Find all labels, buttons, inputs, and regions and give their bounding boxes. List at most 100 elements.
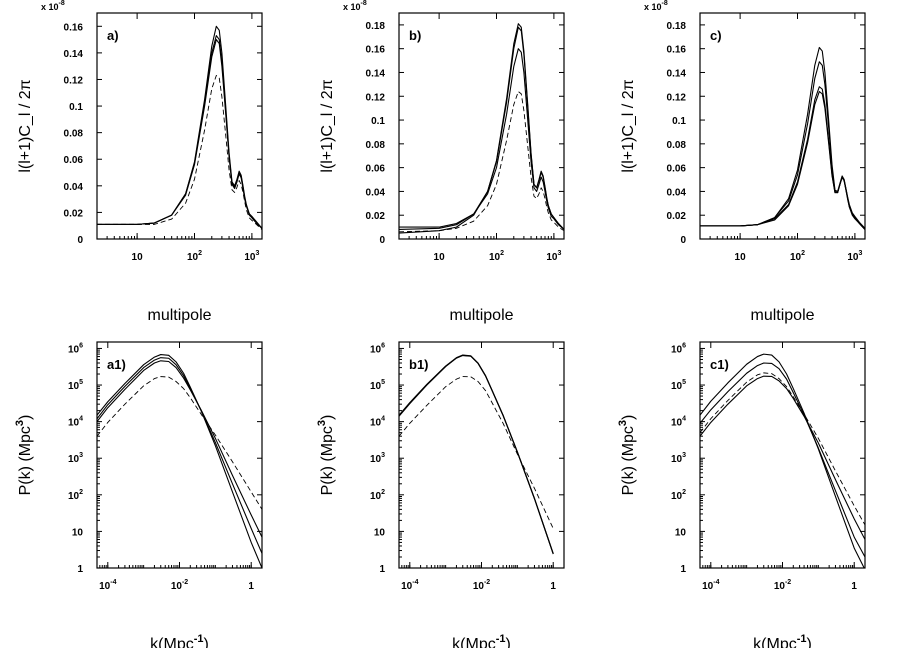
- series-line-4: [399, 91, 564, 233]
- plot-frame: [96, 341, 263, 569]
- tick-base: 1: [248, 581, 254, 592]
- multiplier-base: x 10: [644, 2, 662, 12]
- y-tick-label: 0.08: [366, 140, 386, 151]
- tick-base: 10: [489, 252, 501, 263]
- plot-frame: [96, 12, 263, 240]
- y-multiplier: x 10-8: [644, 0, 668, 12]
- panel-label: a): [107, 28, 119, 43]
- y-label-close: ): [620, 415, 637, 420]
- tick-base: 10: [370, 381, 382, 392]
- x-axis-label: multipole: [147, 307, 211, 324]
- series-line-3: [399, 48, 564, 230]
- y-tick-label: 104: [671, 416, 686, 429]
- y-tick-label: 10: [72, 527, 84, 538]
- tick-base: 10: [68, 491, 80, 502]
- tick-base: 1: [77, 564, 83, 575]
- y-tick-label: 0.04: [667, 187, 687, 198]
- y-tick-label: 106: [370, 342, 385, 355]
- y-label-text: l(l+1)C_l / 2π: [17, 79, 34, 172]
- x-label-text: k(Mpc: [452, 636, 496, 648]
- panel-label: c1): [710, 357, 729, 372]
- y-tick-label: 0.18: [667, 21, 687, 32]
- x-tick-label: 103: [546, 250, 561, 263]
- x-tick-label: 10-4: [99, 579, 116, 592]
- tick-base: 10: [702, 581, 714, 592]
- series-line-2: [97, 35, 262, 229]
- series-line-4: [700, 372, 865, 526]
- series-line-3: [97, 360, 262, 538]
- x-tick-label: 10: [735, 252, 747, 263]
- tick-base: 10: [370, 491, 382, 502]
- tick-base: 10: [132, 252, 144, 263]
- tick-exponent: -2: [484, 579, 490, 586]
- tick-base: 10: [546, 252, 558, 263]
- x-tick-label: 10: [434, 252, 446, 263]
- panel-label: c): [710, 28, 722, 43]
- y-tick-label: 0.12: [667, 92, 687, 103]
- y-tick-label: 0.02: [366, 211, 386, 222]
- y-tick-label: 0.14: [366, 68, 386, 79]
- y-tick-label: 0.02: [667, 211, 687, 222]
- y-tick-label: 1: [77, 564, 83, 575]
- tick-exponent: 2: [682, 489, 686, 496]
- tick-exponent: -4: [412, 579, 418, 586]
- tick-base: 10: [187, 252, 199, 263]
- series-line-1: [97, 354, 262, 568]
- tick-exponent: 3: [381, 452, 385, 459]
- y-tick-label: 106: [68, 342, 83, 355]
- tick-base: 10: [401, 581, 413, 592]
- x-tick-label: 102: [187, 250, 202, 263]
- y-tick-label: 103: [370, 452, 385, 465]
- y-multiplier: x 10-8: [343, 0, 367, 12]
- x-label-exponent: -1: [797, 633, 807, 645]
- tick-base: 10: [370, 418, 382, 429]
- tick-base: 10: [735, 252, 747, 263]
- plot-frame: [398, 12, 565, 240]
- tick-base: 10: [244, 252, 256, 263]
- y-label-exponent: 3: [14, 420, 26, 426]
- tick-exponent: 4: [79, 416, 83, 423]
- x-axis-label: multipole: [449, 307, 513, 324]
- y-tick-label: 0.08: [64, 129, 84, 140]
- tick-base: 10: [473, 581, 485, 592]
- tick-base: 1: [379, 564, 385, 575]
- x-tick-label: 10-2: [774, 579, 791, 592]
- y-label-text: P(k) (Mpc: [620, 426, 637, 495]
- y-tick-label: 0.14: [64, 49, 84, 60]
- panel-label: b): [409, 28, 421, 43]
- x-label-text: k(Mpc: [753, 636, 797, 648]
- series-line-4: [399, 376, 554, 529]
- y-tick-label: 0.06: [64, 155, 84, 166]
- series-line-3: [399, 354, 554, 555]
- series-line-2: [399, 354, 554, 554]
- series-line-2: [97, 357, 262, 554]
- tick-exponent: 2: [79, 489, 83, 496]
- tick-exponent: 4: [381, 416, 385, 423]
- y-tick-label: 102: [370, 489, 385, 502]
- y-tick-label: 0.1: [672, 116, 686, 127]
- plot-frame: [398, 341, 565, 569]
- y-tick-label: 0: [379, 235, 385, 246]
- x-label-text: k(Mpc: [150, 636, 194, 648]
- x-tick-label: 10-4: [702, 579, 719, 592]
- series-line-4: [97, 75, 262, 231]
- x-label-text: multipole: [750, 307, 814, 324]
- y-label-close: ): [17, 415, 34, 420]
- x-label-close: ): [204, 636, 209, 648]
- x-tick-label: 10-2: [171, 579, 188, 592]
- y-tick-label: 10: [374, 527, 386, 538]
- tick-base: 10: [68, 454, 80, 465]
- series-line-1: [700, 46, 865, 230]
- tick-exponent: -4: [713, 579, 719, 586]
- y-axis-label: l(l+1)C_l / 2π: [17, 79, 34, 172]
- y-tick-label: 106: [671, 342, 686, 355]
- tick-base: 10: [847, 252, 859, 263]
- y-tick-label: 0.16: [667, 45, 687, 56]
- tick-exponent: 6: [682, 342, 686, 349]
- tick-exponent: 3: [79, 452, 83, 459]
- plot-frame: [699, 341, 866, 569]
- tick-exponent: 3: [558, 250, 562, 257]
